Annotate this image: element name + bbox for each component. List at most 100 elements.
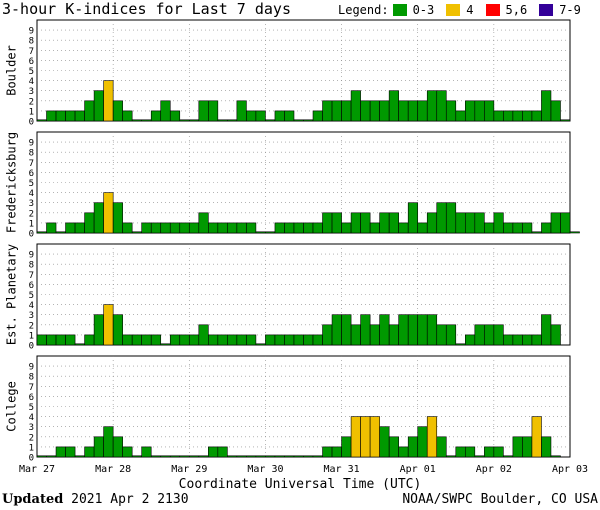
k-index-bar — [465, 335, 475, 345]
y-tick-label: 3 — [29, 87, 34, 97]
k-index-bar — [446, 101, 456, 121]
y-tick-label: 0 — [29, 118, 34, 128]
credit-text: NOAA/SWPC Boulder, CO USA — [402, 492, 598, 507]
k-index-bar — [85, 101, 95, 121]
y-tick-label: 5 — [29, 291, 34, 301]
k-index-bar — [427, 91, 437, 121]
k-index-bar — [323, 101, 333, 121]
k-index-bar — [494, 447, 504, 457]
k-index-bar — [389, 213, 399, 233]
k-index-bar — [418, 223, 428, 233]
k-index-bar — [294, 120, 304, 121]
k-index-bar — [304, 223, 314, 233]
y-tick-label: 1 — [29, 107, 34, 117]
k-index-bar — [351, 91, 361, 121]
y-tick-label: 9 — [29, 139, 34, 149]
k-index-bar — [104, 81, 114, 121]
y-tick-label: 7 — [29, 383, 34, 393]
k-index-bar — [142, 447, 152, 457]
k-index-bar — [275, 223, 285, 233]
k-index-bar — [427, 417, 437, 457]
y-tick-label: 8 — [29, 261, 34, 271]
k-index-bar — [437, 437, 447, 457]
k-index-bar — [199, 213, 209, 233]
k-index-bar — [56, 447, 66, 457]
k-index-bar — [218, 447, 228, 457]
k-index-bar — [522, 111, 532, 121]
k-index-bar — [465, 213, 475, 233]
k-index-bar — [94, 203, 104, 233]
k-index-bar — [551, 101, 561, 121]
k-index-bar — [304, 335, 314, 345]
k-index-bar — [370, 101, 380, 121]
k-index-bar — [437, 325, 447, 345]
panel-station-label: College — [5, 381, 19, 432]
k-index-bar — [522, 335, 532, 345]
x-tick-label: Apr 03 — [552, 464, 588, 475]
y-tick-label: 3 — [29, 199, 34, 209]
k-index-bar — [170, 223, 180, 233]
k-index-bar — [180, 335, 190, 345]
y-tick-label: 7 — [29, 271, 34, 281]
k-index-bar — [456, 344, 466, 345]
k-index-bar — [342, 437, 352, 457]
k-index-bar — [484, 325, 494, 345]
k-index-bar — [484, 447, 494, 457]
k-index-bar — [475, 213, 485, 233]
k-index-bar — [199, 101, 209, 121]
updated-label: Updated — [2, 492, 63, 507]
k-index-bar — [294, 335, 304, 345]
k-index-bar — [47, 111, 57, 121]
k-index-bar — [66, 223, 76, 233]
k-index-bar — [132, 335, 142, 345]
k-index-bar — [570, 232, 580, 233]
k-index-bar — [418, 315, 428, 345]
k-index-bar — [208, 447, 218, 457]
k-index-bar — [37, 335, 47, 345]
y-tick-label: 3 — [29, 311, 34, 321]
k-index-bar — [66, 447, 76, 457]
k-index-bar — [237, 335, 247, 345]
y-tick-label: 2 — [29, 97, 34, 107]
x-tick-label: Apr 02 — [476, 464, 512, 475]
k-index-bar — [237, 223, 247, 233]
k-index-bar — [142, 335, 152, 345]
k-index-bar — [551, 213, 561, 233]
k-index-bar — [151, 335, 161, 345]
k-index-bar — [85, 213, 95, 233]
k-index-bar — [342, 101, 352, 121]
y-tick-label: 6 — [29, 281, 34, 291]
k-index-bar — [560, 120, 570, 121]
k-index-bar — [170, 456, 180, 457]
k-index-bar — [370, 417, 380, 457]
k-index-bar — [370, 223, 380, 233]
k-index-bar — [94, 437, 104, 457]
k-index-bar — [551, 325, 561, 345]
k-index-bar — [475, 456, 485, 457]
k-index-bar — [380, 101, 390, 121]
k-index-bar — [37, 120, 47, 121]
k-index-bar — [142, 223, 152, 233]
y-tick-label: 9 — [29, 251, 34, 261]
y-tick-label: 7 — [29, 47, 34, 57]
y-tick-label: 1 — [29, 331, 34, 341]
k-index-bar — [227, 223, 237, 233]
k-index-bar — [361, 213, 371, 233]
k-index-bar — [313, 456, 323, 457]
k-index-bar — [389, 437, 399, 457]
k-index-bar — [332, 213, 342, 233]
k-index-bar — [380, 315, 390, 345]
y-tick-label: 6 — [29, 57, 34, 67]
k-index-bar — [56, 232, 66, 233]
k-index-bar — [560, 213, 570, 233]
k-index-bar — [446, 203, 456, 233]
k-index-bar — [408, 437, 418, 457]
panel-station-label: Est. Planetary — [5, 244, 19, 345]
k-index-bar — [208, 101, 218, 121]
k-index-bar — [342, 223, 352, 233]
k-index-bar — [256, 111, 266, 121]
k-index-bar — [199, 456, 209, 457]
y-tick-label: 2 — [29, 209, 34, 219]
k-index-bar — [123, 335, 133, 345]
y-tick-label: 8 — [29, 37, 34, 47]
